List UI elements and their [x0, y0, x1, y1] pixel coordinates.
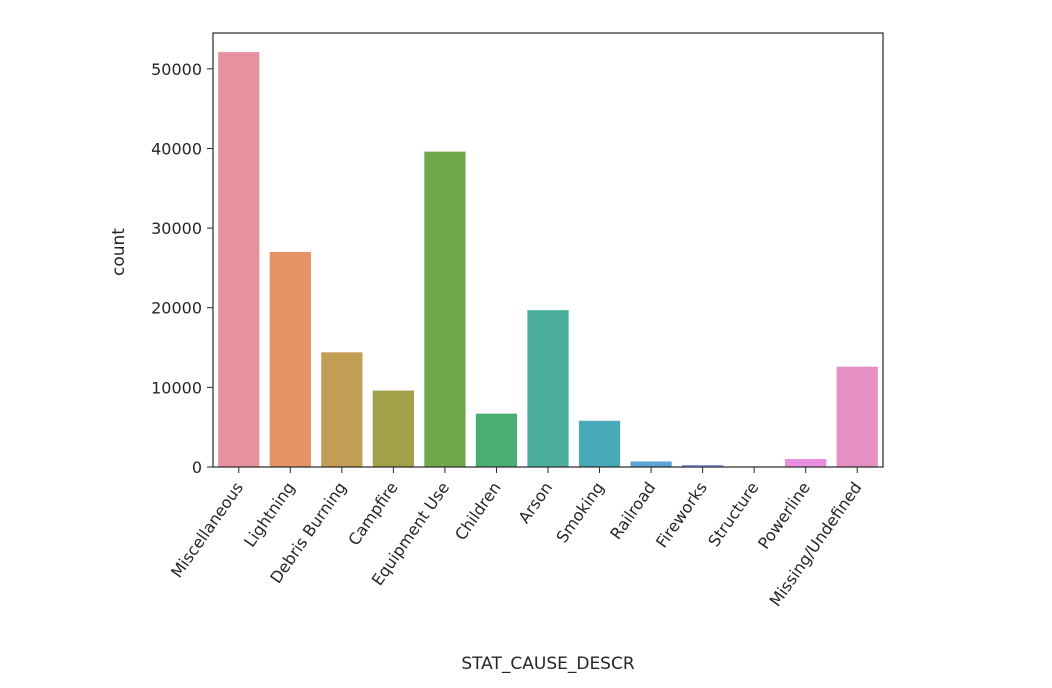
bar-smoking [578, 420, 621, 467]
y-tick-label: 50000 [151, 60, 202, 79]
y-tick-label: 30000 [151, 219, 202, 238]
bar-children [475, 413, 518, 467]
x-tick-label: Railroad [606, 478, 659, 543]
x-tick-label: Lightning [240, 478, 298, 550]
bar-debris-burning [321, 352, 363, 467]
x-tick-label: Miscellaneous [167, 478, 247, 581]
x-tick-label: Structure [704, 478, 762, 550]
bar-fireworks [682, 465, 724, 467]
bar-arson [527, 310, 569, 467]
x-tick-label: Campfire [344, 478, 401, 549]
x-tick-label: Children [451, 478, 505, 543]
x-axis-label: STAT_CAUSE_DESCR [461, 654, 635, 674]
bars-group [218, 52, 878, 468]
bar-campfire [372, 390, 414, 467]
y-axis-label: count [109, 228, 129, 276]
x-tick-label: Arson [514, 478, 556, 526]
x-tick-label: Smoking [552, 478, 607, 546]
y-tick-label: 0 [192, 458, 202, 477]
bar-missing-undefined [836, 366, 878, 467]
y-tick-label: 40000 [151, 139, 202, 158]
y-tick-label: 10000 [151, 378, 202, 397]
x-tick-label: Fireworks [652, 478, 711, 551]
bar-equipment-use [424, 151, 466, 467]
y-tick-label: 20000 [151, 299, 202, 318]
bar-powerline [785, 459, 827, 467]
bar-lightning [269, 251, 311, 467]
bar-miscellaneous [218, 52, 260, 468]
y-axis: 0 10000 20000 30000 40000 50000 [151, 60, 213, 477]
x-tick-label: Missing/Undefined [766, 478, 866, 609]
bar-railroad [630, 461, 672, 467]
